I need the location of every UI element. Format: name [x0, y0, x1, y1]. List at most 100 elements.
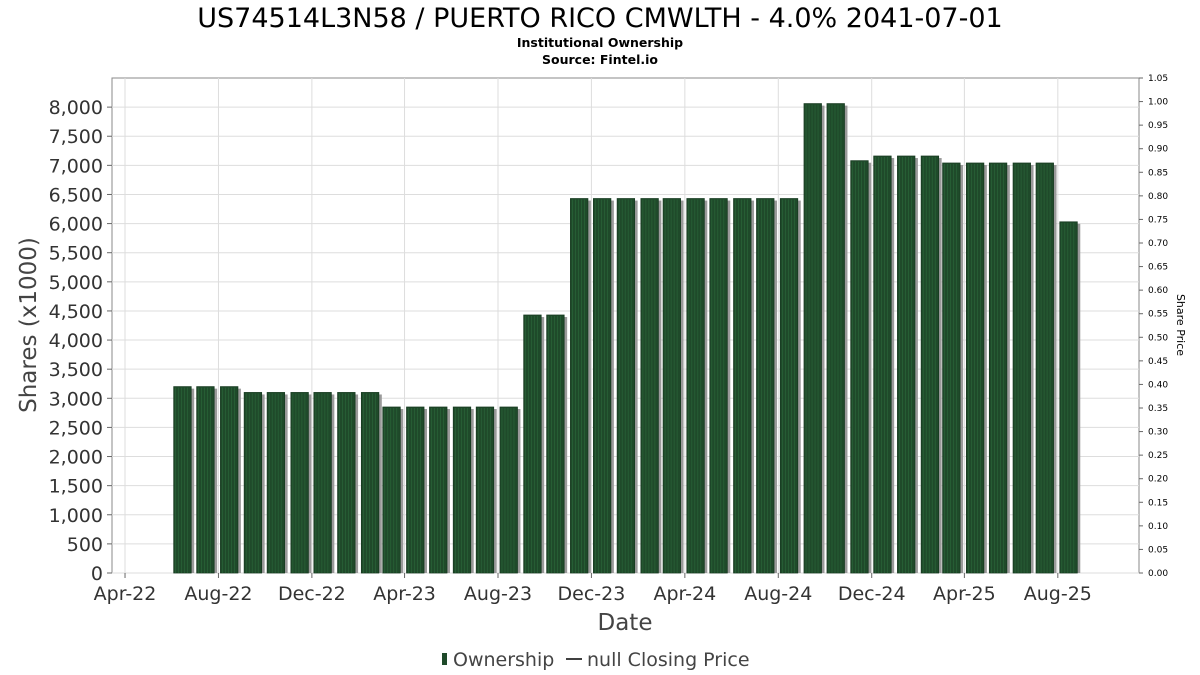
bar-body	[1035, 162, 1054, 574]
y-tick-label: 500	[67, 534, 103, 556]
y2-tick-label: 1.00	[1148, 98, 1168, 108]
bar	[873, 155, 895, 574]
y2-tick-label: 0.10	[1148, 522, 1168, 532]
bar	[640, 198, 662, 574]
x-axis-label: Date	[598, 610, 653, 636]
x-tick-label: Apr-25	[933, 583, 996, 605]
legend-ownership-swatch	[442, 653, 447, 665]
bar	[337, 392, 359, 574]
bar	[920, 155, 942, 574]
bar-body	[313, 392, 332, 574]
bar-body	[243, 392, 263, 574]
bar-body	[196, 386, 215, 574]
bar	[243, 392, 265, 574]
y2-tick-label: 0.60	[1148, 286, 1168, 296]
bar	[173, 386, 195, 574]
left-axis-ticks: 0 500 1,000 1,500 2,000 2,500 3,000 3,500 4,000 4…	[49, 97, 112, 585]
bar-body	[640, 198, 659, 574]
bar-body	[570, 198, 589, 574]
bar-body	[220, 386, 239, 574]
bar	[803, 103, 825, 574]
y-tick-label: 2,500	[49, 417, 103, 439]
y-axis-label: Shares (x1000)	[16, 237, 42, 413]
bar-body	[452, 406, 472, 574]
bar-body	[756, 198, 775, 574]
bar-body	[942, 162, 961, 574]
x-tick-label: Dec-22	[278, 583, 346, 605]
x-tick-label: Aug-24	[744, 583, 812, 605]
x-tick-label: Dec-24	[838, 583, 906, 605]
y2-tick-label: 0.05	[1148, 545, 1168, 555]
bar	[988, 162, 1010, 574]
y2-tick-label: 0.95	[1148, 121, 1168, 131]
bar-body	[686, 198, 705, 574]
bar-body	[988, 162, 1008, 574]
bar	[475, 406, 497, 574]
bar	[733, 198, 755, 574]
y2-tick-label: 0.45	[1148, 357, 1168, 367]
y2-tick-label: 0.25	[1148, 451, 1168, 461]
bar	[406, 406, 428, 574]
bar-body	[173, 386, 192, 574]
bar-body	[920, 155, 940, 574]
bar	[593, 198, 614, 574]
y-tick-label: 7,500	[49, 126, 103, 148]
bar-body	[850, 160, 869, 574]
x-tick-label: Apr-23	[373, 583, 436, 605]
y2-tick-label: 0.15	[1148, 498, 1168, 508]
bar-body	[779, 198, 799, 574]
bar	[662, 198, 684, 574]
x-axis-ticks: Apr-22 Aug-22 Dec-22 Apr-23 Aug-23 Dec-23 Apr-…	[94, 573, 1092, 605]
y-tick-label: 5,000	[49, 272, 103, 294]
y-tick-label: 3,000	[49, 388, 103, 410]
legend: Ownership null Closing Price	[442, 649, 750, 671]
bar-body	[662, 198, 681, 574]
x-tick-label: Apr-24	[654, 583, 717, 605]
bar	[756, 198, 777, 574]
y-tick-label: 7,000	[49, 155, 103, 177]
y2-tick-label: 1.05	[1148, 74, 1168, 84]
bar-body	[382, 406, 401, 574]
y2-tick-label: 0.40	[1148, 380, 1168, 390]
y-tick-label: 6,500	[49, 184, 103, 206]
bar-body	[360, 392, 380, 574]
y2-tick-label: 0.90	[1148, 145, 1168, 155]
bar-body	[499, 406, 518, 574]
bar-body	[1012, 162, 1031, 574]
bar-body	[733, 198, 752, 574]
bar	[709, 198, 731, 574]
chart-source: Source: Fintel.io	[542, 52, 658, 67]
y2-tick-label: 0.30	[1148, 428, 1168, 438]
bar-body	[337, 392, 356, 574]
x-tick-label: Aug-22	[184, 583, 252, 605]
y-tick-label: 1,500	[49, 476, 103, 498]
bar-body	[1059, 221, 1078, 574]
bar-body	[873, 155, 892, 574]
y-tick-label: 3,500	[49, 359, 103, 381]
bar-body	[709, 198, 728, 574]
bar	[1059, 221, 1081, 574]
bar	[1012, 162, 1034, 574]
bar-body	[475, 406, 495, 574]
right-axis-label: Share Price	[1174, 294, 1187, 356]
bar-body	[523, 314, 542, 574]
bar	[686, 198, 708, 574]
y2-tick-label: 0.70	[1148, 239, 1168, 249]
bar-body	[616, 198, 636, 574]
bar	[196, 386, 218, 574]
y2-tick-label: 0.75	[1148, 215, 1168, 225]
bar	[942, 162, 964, 574]
y-tick-label: 4,500	[49, 301, 103, 323]
bar	[266, 392, 288, 574]
y2-tick-label: 0.55	[1148, 310, 1168, 320]
bar-body	[593, 198, 612, 574]
bar	[965, 162, 987, 574]
bars	[173, 103, 1081, 574]
bar	[290, 392, 312, 574]
bar	[220, 386, 241, 574]
x-tick-label: Aug-23	[464, 583, 532, 605]
bar	[1035, 162, 1057, 574]
bar	[499, 406, 521, 574]
